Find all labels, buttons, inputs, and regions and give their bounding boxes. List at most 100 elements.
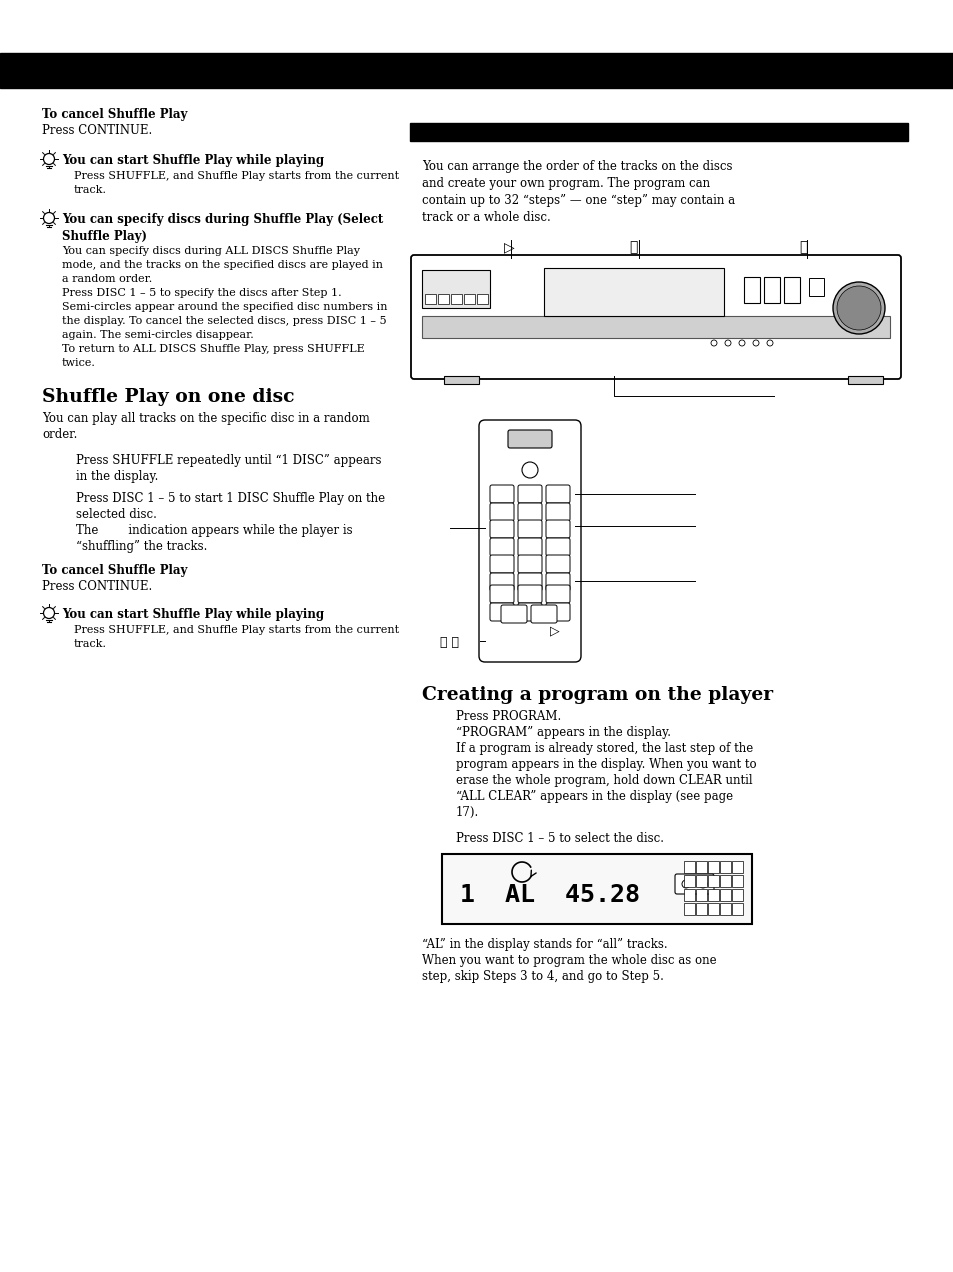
Bar: [763, 277, 780, 303]
FancyBboxPatch shape: [545, 555, 569, 572]
Bar: [720, 889, 730, 901]
Bar: [707, 889, 719, 901]
Bar: [421, 270, 490, 308]
Text: 1  AL  45.28: 1 AL 45.28: [459, 883, 639, 907]
FancyBboxPatch shape: [517, 520, 541, 538]
Text: Shuffle Play on one disc: Shuffle Play on one disc: [42, 388, 294, 406]
Bar: [720, 875, 730, 887]
Bar: [463, 294, 475, 304]
Text: ▷: ▷: [503, 240, 514, 254]
Text: If a program is already stored, the last step of the: If a program is already stored, the last…: [456, 742, 753, 756]
Text: again. The semi-circles disappear.: again. The semi-circles disappear.: [62, 329, 253, 340]
Bar: [421, 315, 889, 338]
Bar: [696, 889, 706, 901]
Bar: [424, 294, 436, 304]
Text: Shuffle Play): Shuffle Play): [62, 230, 147, 243]
Text: “PROGRAM” appears in the display.: “PROGRAM” appears in the display.: [456, 726, 670, 739]
FancyBboxPatch shape: [500, 605, 526, 623]
Text: Semi-circles appear around the specified disc numbers in: Semi-circles appear around the specified…: [62, 301, 387, 312]
Bar: [0, 53, 953, 88]
Circle shape: [832, 282, 884, 335]
Bar: [543, 268, 723, 315]
Bar: [847, 377, 882, 384]
FancyBboxPatch shape: [545, 585, 569, 603]
Text: ⏭: ⏭: [799, 240, 806, 254]
Text: “ALL CLEAR” appears in the display (see page: “ALL CLEAR” appears in the display (see …: [456, 790, 732, 803]
Bar: [696, 875, 706, 887]
Text: Press SHUFFLE, and Shuffle Play starts from the current: Press SHUFFLE, and Shuffle Play starts f…: [74, 625, 398, 635]
FancyBboxPatch shape: [517, 572, 541, 591]
Text: a random order.: a random order.: [62, 273, 152, 284]
Bar: [683, 861, 695, 873]
FancyBboxPatch shape: [517, 538, 541, 556]
FancyBboxPatch shape: [490, 485, 514, 502]
Bar: [743, 277, 760, 303]
Bar: [720, 903, 730, 915]
Text: ⏮ ⏭: ⏮ ⏭: [439, 636, 458, 649]
Text: Press PROGRAM.: Press PROGRAM.: [456, 710, 560, 722]
Text: Press DISC 1 – 5 to specify the discs after Step 1.: Press DISC 1 – 5 to specify the discs af…: [62, 287, 341, 298]
FancyBboxPatch shape: [545, 603, 569, 621]
Text: Press DISC 1 – 5 to select the disc.: Press DISC 1 – 5 to select the disc.: [456, 832, 663, 845]
Text: Press SHUFFLE, and Shuffle Play starts from the current: Press SHUFFLE, and Shuffle Play starts f…: [74, 170, 398, 181]
FancyBboxPatch shape: [517, 555, 541, 572]
Text: To cancel Shuffle Play: To cancel Shuffle Play: [42, 108, 187, 121]
Text: erase the whole program, hold down CLEAR until: erase the whole program, hold down CLEAR…: [456, 773, 752, 787]
FancyBboxPatch shape: [545, 502, 569, 522]
FancyBboxPatch shape: [545, 538, 569, 556]
Text: and create your own program. The program can: and create your own program. The program…: [421, 177, 709, 190]
FancyBboxPatch shape: [517, 485, 541, 502]
Bar: [731, 861, 742, 873]
Bar: [683, 875, 695, 887]
Text: You can play all tracks on the specific disc in a random: You can play all tracks on the specific …: [42, 412, 370, 425]
Circle shape: [836, 286, 880, 329]
Text: Press CONTINUE.: Press CONTINUE.: [42, 123, 152, 137]
FancyBboxPatch shape: [490, 555, 514, 572]
Text: You can specify discs during ALL DISCS Shuffle Play: You can specify discs during ALL DISCS S…: [62, 245, 359, 256]
Text: contain up to 32 “steps” — one “step” may contain a: contain up to 32 “steps” — one “step” ma…: [421, 195, 735, 207]
Bar: [451, 294, 461, 304]
Text: Creating a program on the player: Creating a program on the player: [421, 686, 772, 703]
FancyBboxPatch shape: [490, 603, 514, 621]
Bar: [683, 889, 695, 901]
FancyBboxPatch shape: [517, 603, 541, 621]
Text: The        indication appears while the player is: The indication appears while the player …: [76, 524, 353, 537]
Text: You can start Shuffle Play while playing: You can start Shuffle Play while playing: [62, 154, 324, 167]
Text: program appears in the display. When you want to: program appears in the display. When you…: [456, 758, 756, 771]
Text: track or a whole disc.: track or a whole disc.: [421, 211, 550, 224]
Text: ▷: ▷: [550, 625, 559, 637]
FancyBboxPatch shape: [531, 605, 557, 623]
Bar: [683, 903, 695, 915]
Text: track.: track.: [74, 184, 107, 195]
FancyBboxPatch shape: [490, 538, 514, 556]
FancyBboxPatch shape: [545, 485, 569, 502]
Bar: [441, 854, 751, 923]
FancyBboxPatch shape: [517, 502, 541, 522]
FancyBboxPatch shape: [507, 430, 552, 448]
Text: order.: order.: [42, 427, 77, 441]
FancyBboxPatch shape: [490, 520, 514, 538]
Text: track.: track.: [74, 639, 107, 649]
Text: step, skip Steps 3 to 4, and go to Step 5.: step, skip Steps 3 to 4, and go to Step …: [421, 971, 663, 983]
Bar: [720, 861, 730, 873]
FancyBboxPatch shape: [411, 254, 900, 379]
FancyBboxPatch shape: [490, 502, 514, 522]
Text: in the display.: in the display.: [76, 469, 158, 483]
FancyBboxPatch shape: [490, 572, 514, 591]
Bar: [808, 279, 823, 296]
Text: Press DISC 1 – 5 to start 1 DISC Shuffle Play on the: Press DISC 1 – 5 to start 1 DISC Shuffle…: [76, 492, 385, 505]
Text: You can arrange the order of the tracks on the discs: You can arrange the order of the tracks …: [421, 160, 732, 173]
Bar: [696, 861, 706, 873]
FancyBboxPatch shape: [490, 585, 514, 603]
Text: the display. To cancel the selected discs, press DISC 1 – 5: the display. To cancel the selected disc…: [62, 315, 386, 326]
Text: When you want to program the whole disc as one: When you want to program the whole disc …: [421, 954, 716, 967]
Text: ⏮: ⏮: [628, 240, 637, 254]
Text: “shuffling” the tracks.: “shuffling” the tracks.: [76, 541, 207, 553]
Bar: [707, 903, 719, 915]
Text: Press CONTINUE.: Press CONTINUE.: [42, 580, 152, 593]
Bar: [476, 294, 488, 304]
Text: You can specify discs during Shuffle Play (Select: You can specify discs during Shuffle Pla…: [62, 212, 383, 226]
Bar: [707, 861, 719, 873]
Bar: [731, 889, 742, 901]
Text: 17).: 17).: [456, 806, 478, 819]
